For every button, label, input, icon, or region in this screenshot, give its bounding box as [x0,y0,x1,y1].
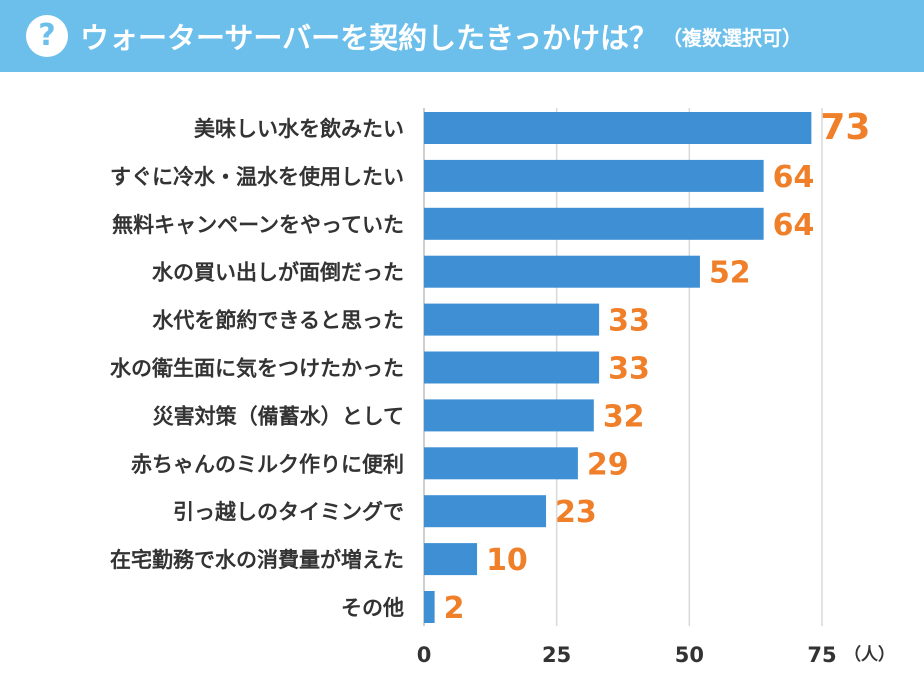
page-title: ウォーターサーバーを契約したきっかけは？ [80,21,658,55]
bar [424,112,812,144]
bar [424,351,600,384]
category-label: その他 [341,596,404,620]
header-banner: ? ウォーターサーバーを契約したきっかけは？ （複数選択可） [0,0,924,72]
category-label: 在宅勤務で水の消費量が増えた [110,548,404,572]
bar [424,159,764,192]
page-subtitle: （複数選択可） [661,25,802,50]
category-label: 水代を節約できると思った [152,309,404,333]
bar [424,399,594,432]
bar [424,543,478,576]
value-label: 29 [587,447,629,482]
category-label: 赤ちゃんのミルク作りに便利 [131,452,404,476]
category-label: 災害対策（備蓄水）として [153,404,404,428]
value-label: 2 [444,591,465,626]
category-label: すぐに冷水・温水を使用したい [110,165,404,189]
category-label: 水の買い出しが面倒だった [152,261,404,285]
x-axis-unit: （人） [844,644,895,665]
value-label: 52 [709,256,751,291]
category-label: 引っ越しのタイミングで [173,500,404,524]
value-label: 64 [773,160,815,195]
value-label: 33 [608,352,650,387]
value-label: 23 [555,495,597,530]
bar [424,303,600,336]
bar [424,255,700,288]
bar [424,495,547,528]
bar-chart: 美味しい水を飲みたい 73 すぐに冷水・温水を使用したい 64 無料キャンペーンをやって… [110,107,895,667]
x-tick-label: 50 [675,643,704,667]
category-label: 美味しい水を飲みたい [194,117,404,141]
bar [424,447,578,480]
value-label: 64 [773,208,815,243]
bar [424,207,764,240]
category-label: 水の衛生面に気をつけたかった [110,357,404,381]
x-tick-label: 75 [807,643,836,667]
x-tick-label: 25 [542,643,571,667]
category-label: 無料キャンペーンをやっていた [112,213,404,237]
question-circle-icon: ? [26,15,68,57]
value-label: 32 [603,399,645,434]
bar [424,591,435,623]
value-label: 10 [486,543,528,578]
value-label: 33 [608,304,650,339]
x-tick-label: 0 [417,643,432,667]
value-label: 73 [820,107,870,148]
